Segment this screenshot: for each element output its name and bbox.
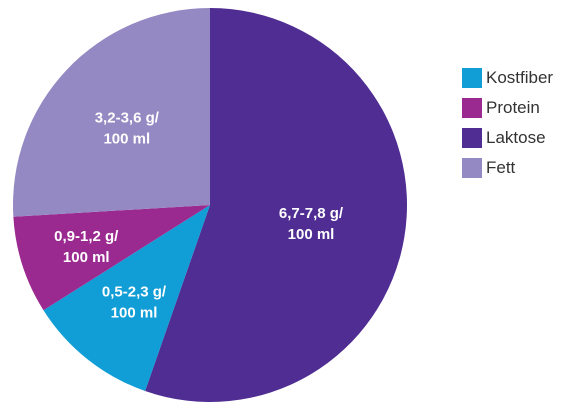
pie-slice-laktose <box>145 8 408 402</box>
slice-label-fett-line2: 100 ml <box>103 131 150 148</box>
slice-label-protein: 0,9-1,2 g/100 ml <box>54 228 119 266</box>
slice-label-fett: 3,2-3,6 g/100 ml <box>95 110 160 148</box>
slice-label-protein-line2: 100 ml <box>63 249 110 266</box>
pie-slice-fett <box>12 8 210 217</box>
legend-item-fett: Fett <box>462 158 553 178</box>
slice-label-fett-line1: 3,2-3,6 g/ <box>95 110 160 127</box>
legend-item-kostfiber: Kostfiber <box>462 68 553 88</box>
slice-label-kostfiber-line2: 100 ml <box>111 305 158 322</box>
legend: Kostfiber Protein Laktose Fett <box>462 68 553 188</box>
legend-item-protein: Protein <box>462 98 553 118</box>
legend-label-laktose: Laktose <box>486 128 546 147</box>
legend-item-laktose: Laktose <box>462 128 553 148</box>
slice-label-laktose: 6,7-7,8 g/100 ml <box>279 205 344 243</box>
pie-slice-kostfiber <box>43 205 211 392</box>
legend-label-protein: Protein <box>486 98 540 117</box>
slice-label-kostfiber: 0,5-2,3 g/100 ml <box>102 284 167 322</box>
slice-label-laktose-line2: 100 ml <box>288 226 335 243</box>
legend-swatch-protein <box>462 98 482 118</box>
legend-swatch-kostfiber <box>462 68 482 88</box>
legend-label-fett: Fett <box>486 158 516 177</box>
slice-label-laktose-line1: 6,7-7,8 g/ <box>279 205 344 222</box>
pie-slice-protein <box>13 205 210 311</box>
slice-label-protein-line1: 0,9-1,2 g/ <box>54 228 119 245</box>
legend-label-kostfiber: Kostfiber <box>486 68 554 87</box>
legend-swatch-fett <box>462 158 482 178</box>
legend-swatch-laktose <box>462 128 482 148</box>
slice-label-kostfiber-line1: 0,5-2,3 g/ <box>102 284 167 301</box>
